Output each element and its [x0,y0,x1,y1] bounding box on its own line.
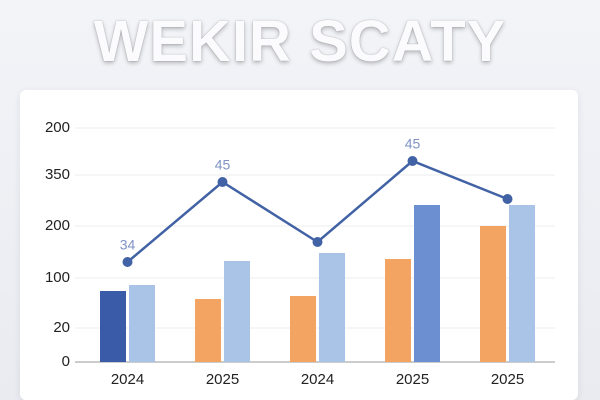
x-tick-label: 2025 [491,371,524,388]
x-tick-label: 2025 [206,371,239,388]
bar [509,205,535,362]
bar [129,285,155,362]
x-tick-label: 2024 [301,371,334,388]
data-label: 45 [215,157,231,173]
y-tick-label: 200 [45,217,70,234]
y-tick-label: 20 [53,319,70,336]
line-marker [407,156,418,166]
data-label: 45 [405,136,421,152]
line-marker [502,194,513,204]
chart-title: WEKIR SCATY [93,9,507,74]
bar [224,261,250,362]
bar [414,205,440,362]
bar [195,299,221,362]
y-tick-label: 0 [62,353,70,370]
bar [319,253,345,362]
line-marker [122,257,133,267]
line-marker [217,177,228,187]
x-tick-label: 2025 [396,371,429,388]
x-tick-label: 2024 [111,371,144,388]
y-tick-label: 100 [45,269,70,286]
bar [290,296,316,362]
bar [480,226,506,362]
y-tick-label: 350 [45,166,70,183]
y-tick-label: 200 [45,119,70,136]
line-marker [312,237,323,247]
bar [100,291,126,362]
data-label: 34 [120,237,136,253]
bar [385,259,411,362]
